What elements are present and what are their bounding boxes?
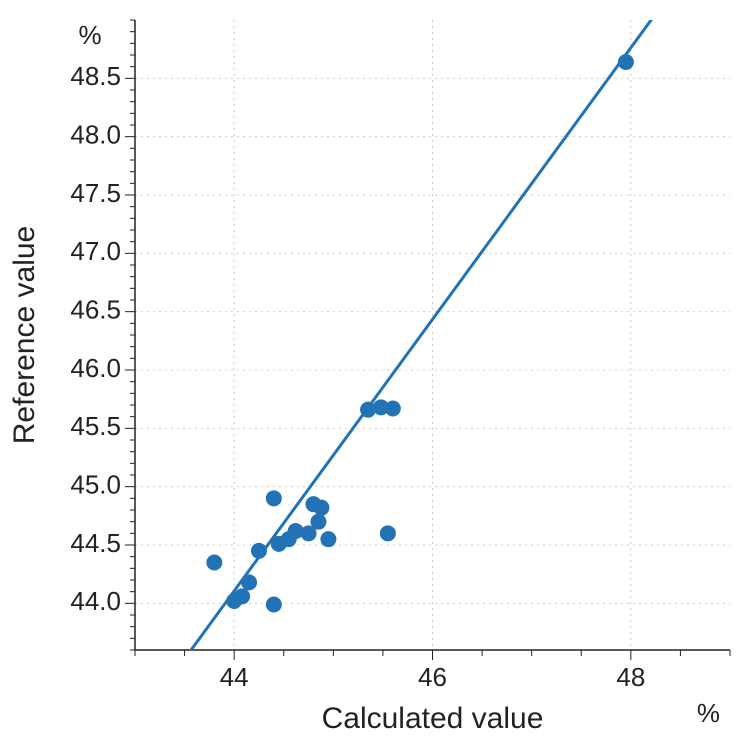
data-point: [380, 525, 396, 541]
data-point: [234, 588, 250, 604]
x-tick-label: 44: [220, 662, 249, 692]
y-tick-label: 47.5: [70, 178, 121, 208]
data-point: [251, 543, 267, 559]
y-tick-label: 45.5: [70, 411, 121, 441]
data-point: [320, 531, 336, 547]
y-tick-label: 44.5: [70, 528, 121, 558]
y-tick-label: 44.0: [70, 586, 121, 616]
y-tick-label: 45.0: [70, 470, 121, 500]
data-point: [618, 54, 634, 70]
x-tick-label: 46: [418, 662, 447, 692]
scatter-chart: 44 46 48 44.0 44.5 45.0 45.5 46.0 46.5 47.0 47.5 48…: [0, 0, 750, 750]
x-unit-label: %: [697, 698, 720, 728]
y-tick-label: 46.5: [70, 295, 121, 325]
data-point: [313, 500, 329, 516]
y-tick-label: 47.0: [70, 236, 121, 266]
x-axis-label: Calculated value: [322, 702, 544, 735]
y-tick-label: 48.0: [70, 120, 121, 150]
data-point: [266, 490, 282, 506]
y-tick-label: 48.5: [70, 61, 121, 91]
data-point: [385, 401, 401, 417]
data-point: [266, 597, 282, 613]
data-point: [241, 574, 257, 590]
x-tick-label: 48: [616, 662, 645, 692]
data-point: [310, 514, 326, 530]
y-axis-label: Reference value: [8, 226, 41, 444]
y-unit-label: %: [78, 20, 101, 50]
y-tick-label: 46.0: [70, 353, 121, 383]
data-point: [206, 555, 222, 571]
